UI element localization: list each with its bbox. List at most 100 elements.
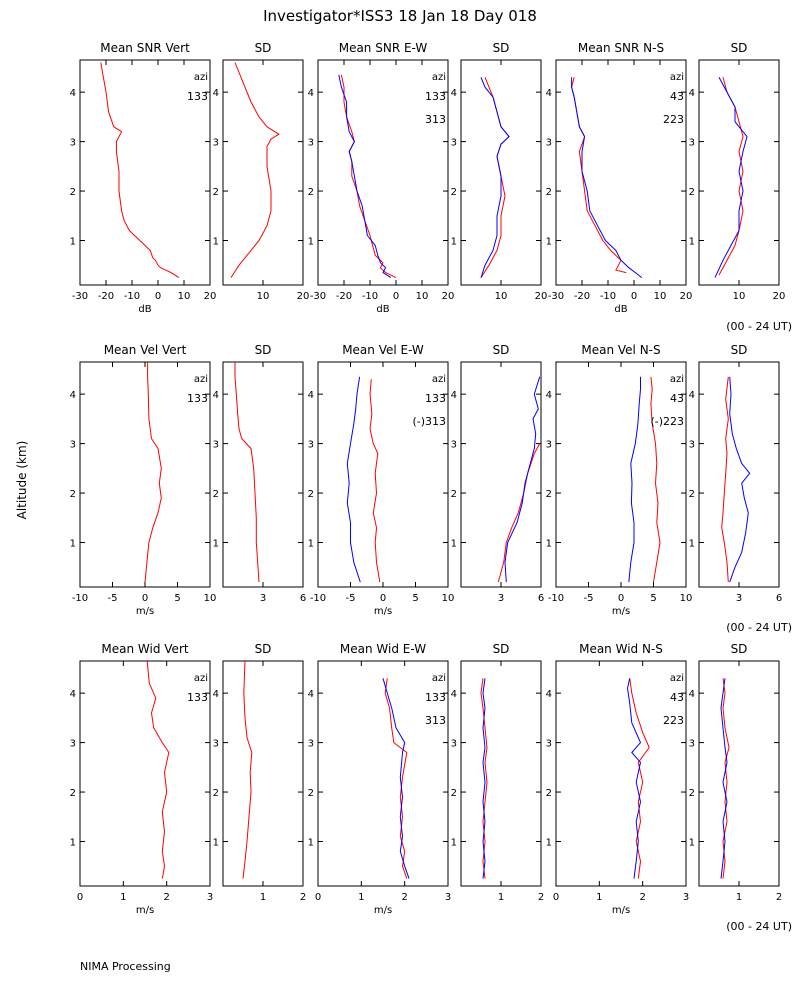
y-tick-label: 4 — [70, 88, 76, 99]
x-tick-label: -20 — [336, 291, 352, 302]
panel-title: SD — [255, 642, 272, 656]
x-tick-label: 20 — [680, 291, 693, 302]
y-tick-label: 2 — [546, 489, 552, 500]
y-tick-label: 2 — [213, 187, 219, 198]
y-tick-label: 3 — [451, 440, 457, 451]
y-tick-label: 1 — [308, 236, 314, 247]
y-tick-label: 1 — [689, 236, 695, 247]
x-tick-label: -5 — [346, 593, 356, 604]
legend-header: azi — [432, 72, 446, 83]
x-tick-label: 2 — [163, 892, 169, 903]
axis-frame — [698, 660, 780, 887]
figure-title: Investigator*ISS3 18 Jan 18 Day 018 — [263, 7, 537, 25]
x-tick-label: 6 — [538, 593, 544, 604]
y-tick-label: 1 — [689, 538, 695, 549]
y-tick-label: 1 — [451, 837, 457, 848]
x-axis-label: dB — [376, 304, 389, 315]
x-tick-label: 0 — [618, 593, 624, 604]
y-tick-label: 3 — [308, 138, 314, 149]
y-tick-label: 1 — [451, 236, 457, 247]
x-tick-label: 1 — [120, 892, 126, 903]
x-tick-label: 10 — [495, 291, 508, 302]
axis-frame — [222, 361, 304, 588]
y-tick-label: 1 — [546, 236, 552, 247]
series-line-133 — [144, 362, 162, 583]
legend-header: azi — [432, 673, 446, 684]
x-tick-label: 1 — [260, 892, 266, 903]
y-tick-label: 2 — [70, 187, 76, 198]
x-tick-label: 3 — [736, 593, 742, 604]
x-tick-label: -30 — [310, 291, 326, 302]
x-tick-label: 5 — [412, 593, 418, 604]
panel-title: SD — [493, 41, 510, 55]
x-tick-label: 10 — [178, 291, 191, 302]
y-tick-label: 4 — [451, 689, 457, 700]
series-line-223 — [628, 376, 641, 583]
y-tick-label: 4 — [308, 88, 314, 99]
series-line-133 — [480, 77, 510, 278]
series-line-223 — [729, 376, 751, 583]
legend-entry: 133 — [425, 90, 446, 103]
legend-entry: (-)223 — [650, 415, 684, 428]
panel-title: SD — [493, 343, 510, 357]
axis-frame — [698, 361, 780, 588]
series-line-43 — [650, 376, 661, 583]
series-line-133 — [146, 660, 170, 879]
x-tick-label: 10 — [416, 291, 429, 302]
x-tick-label: 6 — [300, 593, 306, 604]
series-line-313 — [382, 678, 410, 879]
y-tick-label: 3 — [451, 138, 457, 149]
y-tick-label: 3 — [213, 739, 219, 750]
series-line-223 — [714, 77, 748, 278]
panel-title: Mean Wid Vert — [101, 642, 188, 656]
panel-snr-vert: Mean SNR Vert 1 2 3 4 -30 -20 -10 0 10 20 dB azi 133 — [70, 41, 217, 315]
axis-frame — [79, 660, 211, 887]
y-tick-label: 4 — [546, 88, 552, 99]
legend-header: azi — [670, 374, 684, 385]
y-tick-label: 1 — [546, 538, 552, 549]
y-tick-label: 4 — [308, 689, 314, 700]
x-tick-label: 0 — [631, 291, 637, 302]
panel-wid-ns-sd: SD 1 2 3 4 1 2 — [689, 642, 783, 903]
y-tick-label: 1 — [213, 236, 219, 247]
panel-title: SD — [731, 41, 748, 55]
y-tick-label: 2 — [70, 788, 76, 799]
panel-wid-ns: Mean Wid N-S 1 2 3 4 0 1 2 3 m/s azi 43 223 — [546, 642, 690, 916]
y-tick-label: 3 — [70, 138, 76, 149]
panel-wid-ew-sd: SD 1 2 3 4 1 2 — [451, 642, 545, 903]
time-label-row-3: (00 - 24 UT) — [726, 920, 792, 933]
axis-frame — [460, 660, 542, 887]
x-tick-label: 0 — [553, 892, 559, 903]
axis-frame — [222, 660, 304, 887]
y-tick-label: 2 — [451, 187, 457, 198]
panel-snr-ew-sd: SD 1 2 3 4 10 20 — [451, 41, 548, 302]
axis-frame — [317, 660, 449, 887]
x-tick-label: -30 — [548, 291, 564, 302]
y-tick-label: 3 — [689, 138, 695, 149]
x-tick-label: 10 — [257, 291, 270, 302]
panel-title: Mean Wid E-W — [340, 642, 426, 656]
legend-entry: 43 — [670, 90, 684, 103]
legend-entry: 43 — [670, 392, 684, 405]
series-line-43 — [571, 77, 627, 274]
y-tick-label: 1 — [70, 538, 76, 549]
series-line-133 — [480, 678, 488, 879]
y-axis-title: Altitude (km) — [15, 441, 29, 520]
axis-frame — [460, 361, 542, 588]
y-tick-label: 2 — [546, 788, 552, 799]
x-axis-label: m/s — [136, 905, 154, 916]
y-tick-label: 3 — [546, 739, 552, 750]
y-tick-label: 3 — [213, 138, 219, 149]
panel-snr-vert-sd: SD 1 2 3 4 10 20 — [213, 41, 310, 302]
x-tick-label: -20 — [98, 291, 114, 302]
x-tick-label: 1 — [736, 892, 742, 903]
x-tick-label: 10 — [680, 593, 693, 604]
x-tick-label: 0 — [315, 892, 321, 903]
series-line-133 — [242, 660, 253, 879]
series-line-133 — [230, 62, 280, 278]
x-tick-label: 10 — [204, 593, 217, 604]
x-tick-label: 3 — [207, 892, 213, 903]
x-tick-label: -10 — [72, 593, 88, 604]
panel-vel-ew-sd: SD 1 2 3 4 3 6 — [451, 343, 545, 604]
